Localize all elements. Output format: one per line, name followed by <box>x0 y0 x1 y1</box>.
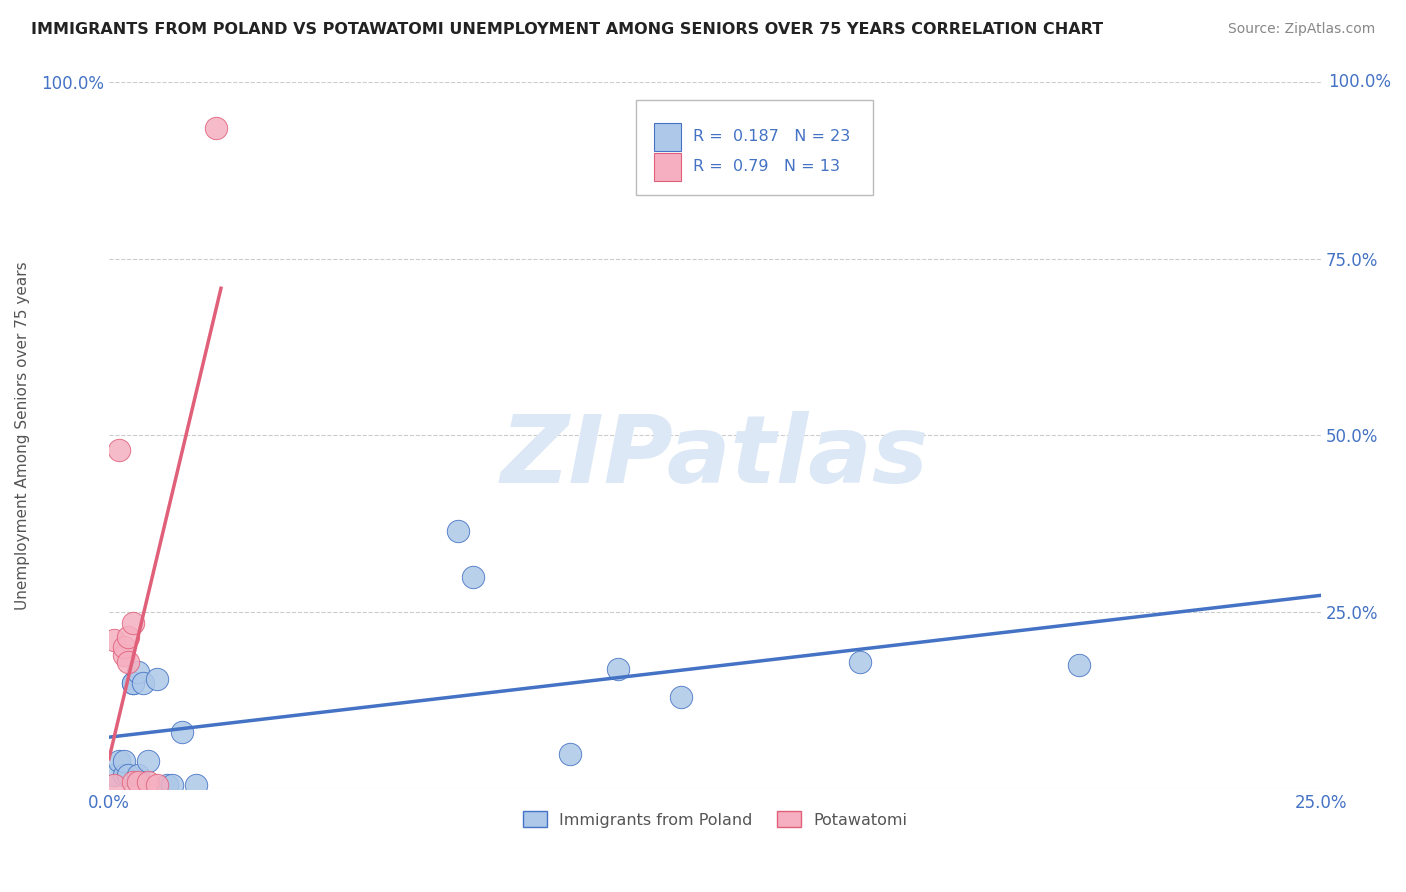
Point <box>156 778 179 792</box>
Point <box>127 768 149 782</box>
Point <box>103 778 125 792</box>
Point <box>122 615 145 630</box>
FancyBboxPatch shape <box>637 100 873 195</box>
Point <box>558 747 581 761</box>
Point <box>117 630 139 644</box>
Point <box>146 673 169 687</box>
Point <box>204 120 226 135</box>
Point <box>112 754 135 768</box>
Point <box>461 570 484 584</box>
Point <box>103 768 125 782</box>
Point <box>122 676 145 690</box>
Point <box>107 442 129 457</box>
Point <box>112 640 135 655</box>
Point <box>186 778 208 792</box>
Point <box>160 778 183 792</box>
Point <box>132 676 155 690</box>
Point <box>127 665 149 680</box>
Text: R =  0.79   N = 13: R = 0.79 N = 13 <box>693 160 841 174</box>
Point <box>122 774 145 789</box>
Text: R =  0.187   N = 23: R = 0.187 N = 23 <box>693 129 851 145</box>
Text: IMMIGRANTS FROM POLAND VS POTAWATOMI UNEMPLOYMENT AMONG SENIORS OVER 75 YEARS CO: IMMIGRANTS FROM POLAND VS POTAWATOMI UNE… <box>31 22 1104 37</box>
Point <box>1067 658 1090 673</box>
Bar <box>654 122 681 151</box>
Point <box>669 690 692 704</box>
Legend: Immigrants from Poland, Potawatomi: Immigrants from Poland, Potawatomi <box>516 805 914 834</box>
Bar <box>654 153 681 181</box>
Point <box>849 655 872 669</box>
Point <box>170 725 193 739</box>
Point <box>122 676 145 690</box>
Text: ZIPatlas: ZIPatlas <box>501 410 929 502</box>
Point <box>117 768 139 782</box>
Point <box>107 754 129 768</box>
Point <box>447 524 470 538</box>
Point <box>117 655 139 669</box>
Point <box>103 633 125 648</box>
Text: Source: ZipAtlas.com: Source: ZipAtlas.com <box>1227 22 1375 37</box>
Point <box>112 768 135 782</box>
Point <box>127 774 149 789</box>
Point <box>607 662 630 676</box>
Text: 100.0%: 100.0% <box>1329 73 1391 91</box>
Point <box>136 774 159 789</box>
Point <box>146 778 169 792</box>
Point <box>112 648 135 662</box>
Y-axis label: Unemployment Among Seniors over 75 years: Unemployment Among Seniors over 75 years <box>15 261 30 610</box>
Point <box>136 754 159 768</box>
